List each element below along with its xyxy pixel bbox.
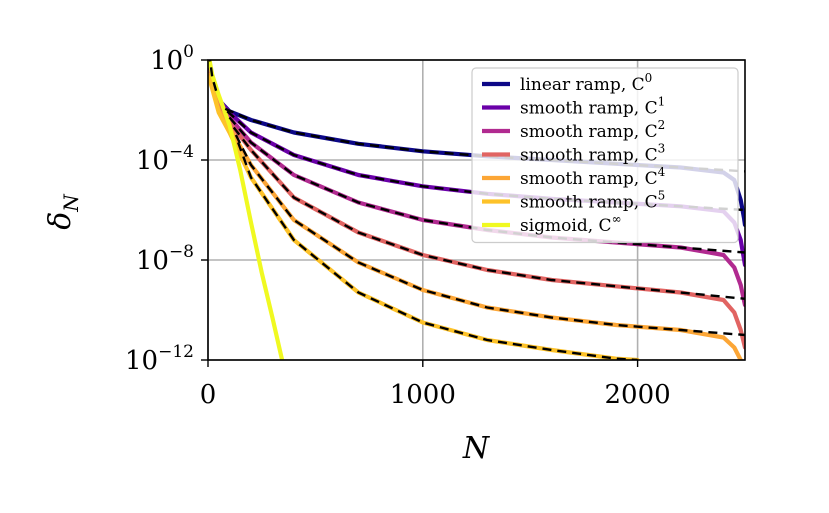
legend-label-exponent: 3 (658, 142, 666, 156)
fit-dashed-line (236, 142, 638, 360)
legend-label-name: smooth ramp, C (520, 99, 658, 119)
legend-label-name: smooth ramp, C (520, 193, 658, 213)
legend-label-exponent: 0 (645, 71, 653, 85)
y-tick-label: 10−4 (136, 142, 194, 176)
fit-dashed-line (228, 116, 745, 254)
legend-label-name: smooth ramp, C (520, 146, 658, 166)
y-axis-label-main: δ (43, 212, 78, 230)
fit-dashed-line (224, 107, 745, 173)
legend-label: sigmoid, C∞ (520, 212, 622, 236)
legend-label-name: smooth ramp, C (520, 169, 658, 189)
x-tick-label: 0 (200, 380, 217, 410)
fit-dashed-line (232, 126, 745, 300)
legend-box (471, 67, 739, 244)
legend-label-name: linear ramp, C (520, 75, 645, 95)
legend-label-exponent: 2 (658, 118, 666, 132)
legend-label: smooth ramp, C3 (520, 142, 665, 166)
legend-label: smooth ramp, C1 (520, 95, 665, 119)
y-axis-label: δN (43, 193, 83, 230)
legend-label: smooth ramp, C5 (520, 189, 665, 213)
y-axis-label-sub: N (59, 193, 83, 213)
y-tick-label: 100 (150, 42, 194, 76)
y-tick-label: 10−12 (125, 342, 194, 376)
y-tick-base: 10 (136, 146, 169, 176)
legend-label-exponent: 5 (658, 189, 666, 203)
x-tick-label: 1000 (390, 380, 456, 410)
legend-label-name: sigmoid, C (520, 216, 612, 236)
y-tick-exponent: −4 (169, 142, 194, 162)
y-tick-exponent: −8 (169, 242, 194, 262)
y-tick-base: 10 (125, 346, 158, 376)
series-line (208, 60, 285, 360)
x-tick-label: 2000 (605, 380, 671, 410)
y-tick-base: 10 (150, 46, 183, 76)
y-tick-exponent: 0 (183, 42, 194, 62)
legend-label: smooth ramp, C4 (520, 165, 666, 189)
legend-label-exponent: ∞ (612, 212, 622, 226)
fit-dashed-line (208, 60, 218, 93)
fit-dashed-line (234, 134, 745, 337)
legend-label-exponent: 4 (658, 165, 666, 179)
legend-label-exponent: 1 (658, 95, 666, 109)
legend-label-name: smooth ramp, C (520, 122, 658, 142)
y-tick-label: 10−8 (136, 242, 194, 276)
y-tick-exponent: −12 (158, 342, 194, 362)
legend-label: linear ramp, C0 (520, 71, 652, 95)
y-axis-label-group: δN (43, 193, 83, 230)
plot-frame (207, 59, 746, 361)
legend-label: smooth ramp, C2 (520, 118, 665, 142)
x-axis-label: N (462, 431, 491, 466)
y-tick-base: 10 (136, 246, 169, 276)
